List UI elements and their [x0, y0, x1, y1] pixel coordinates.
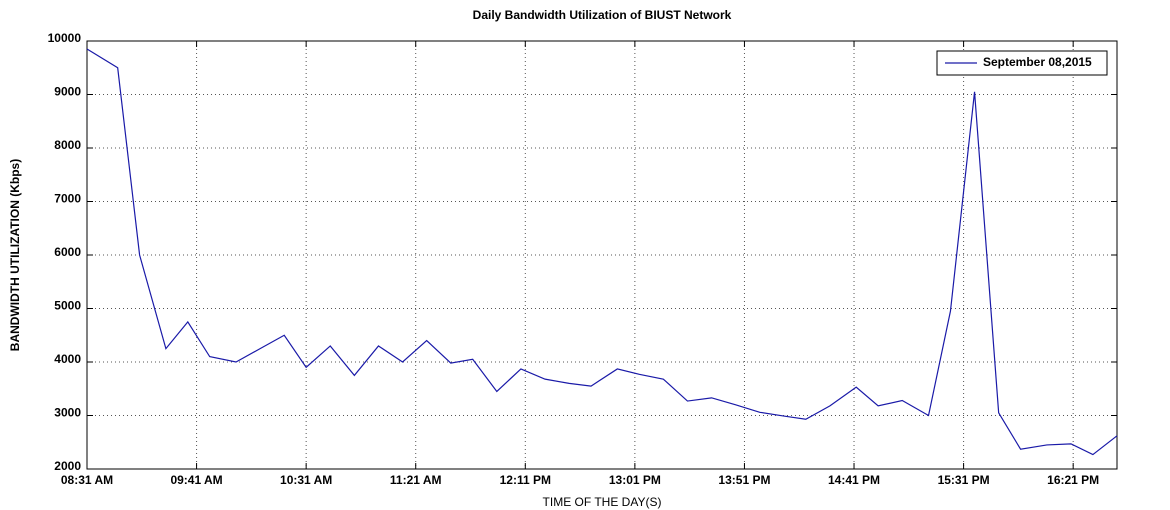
- legend-box: [936, 50, 1108, 76]
- y-tick-label: 2000: [54, 459, 81, 473]
- x-tick-label: 13:01 PM: [609, 473, 661, 487]
- y-tick-label: 10000: [48, 31, 82, 45]
- chart-title: Daily Bandwidth Utilization of BIUST Net…: [473, 8, 732, 22]
- data-line: [86, 48, 1118, 456]
- y-tick-label: 7000: [54, 192, 81, 206]
- y-axis-label: BANDWIDTH UTILIZATION (Kbps): [8, 159, 22, 351]
- x-tick-label: 11:21 AM: [390, 473, 442, 487]
- x-tick-label: 10:31 AM: [280, 473, 332, 487]
- y-tick-label: 9000: [54, 85, 81, 99]
- x-tick-label: 13:51 PM: [718, 473, 770, 487]
- legend-label: September 08,2015: [983, 55, 1092, 69]
- plot-frame: [86, 40, 1118, 470]
- x-tick-label: 12:11 PM: [500, 473, 551, 487]
- x-tick-label: 15:31 PM: [938, 473, 990, 487]
- y-tick-label: 4000: [54, 352, 81, 366]
- y-tick-label: 3000: [54, 406, 81, 420]
- y-tick-label: 8000: [54, 138, 81, 152]
- y-tick-label: 5000: [54, 299, 81, 313]
- x-tick-label: 08:31 AM: [61, 473, 113, 487]
- x-axis-label: TIME OF THE DAY(S): [543, 495, 662, 509]
- x-tick-label: 16:21 PM: [1047, 473, 1099, 487]
- plot-area: [87, 41, 1117, 469]
- x-tick-label: 09:41 AM: [170, 473, 222, 487]
- y-tick-label: 6000: [54, 245, 81, 259]
- x-tick-label: 14:41 PM: [828, 473, 880, 487]
